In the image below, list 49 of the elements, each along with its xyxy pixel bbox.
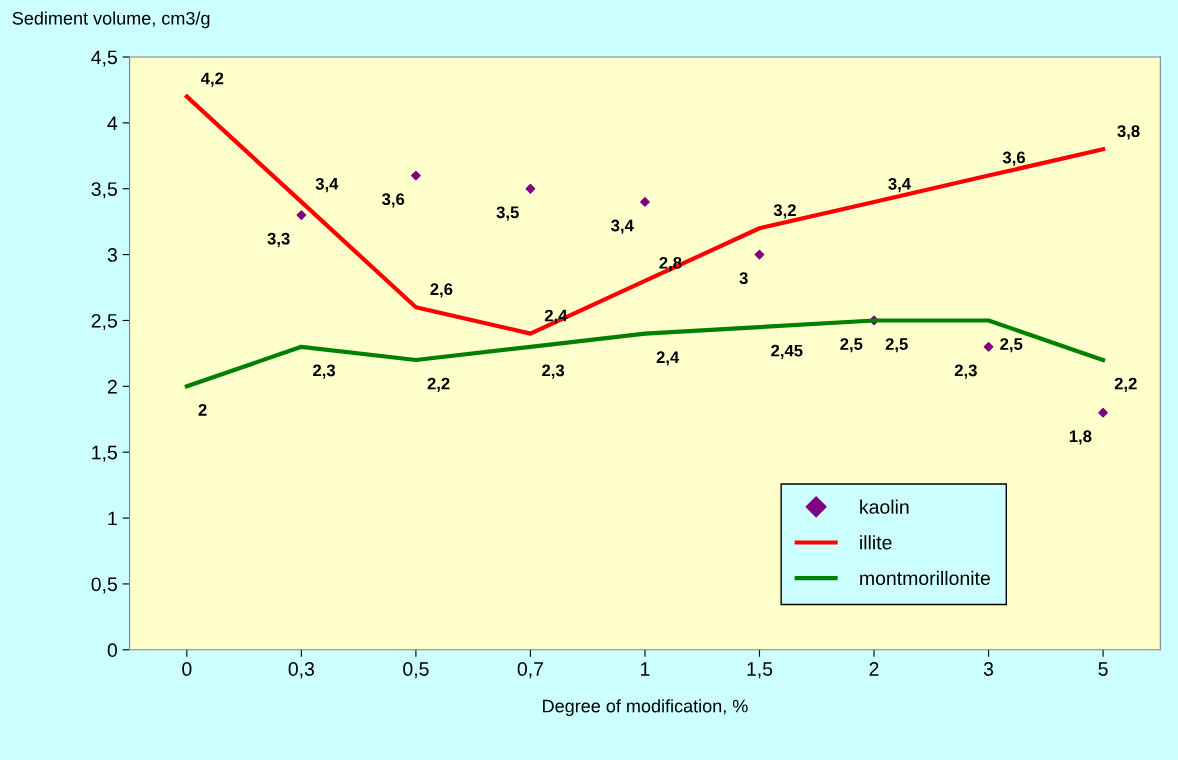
legend-label: kaolin xyxy=(860,499,909,514)
data-label: 2,45 xyxy=(771,344,803,359)
y-tick-label: 4 xyxy=(107,116,118,130)
x-tick-label: 2 xyxy=(869,662,879,676)
x-tick-label: 5 xyxy=(1098,662,1108,676)
data-label: 2,6 xyxy=(430,283,453,298)
data-label: 2,5 xyxy=(1000,338,1023,353)
legend-label: montmorillonite xyxy=(860,570,990,586)
data-label: 3,6 xyxy=(1002,151,1025,166)
data-label: 3 xyxy=(739,272,748,285)
legend-label: illite xyxy=(860,535,892,550)
y-tick-label: 1 xyxy=(108,511,117,526)
x-tick-label: 1 xyxy=(641,662,650,676)
data-label: 2,4 xyxy=(656,351,680,366)
data-label: 3,3 xyxy=(267,232,290,247)
y-tick-label: 3,5 xyxy=(91,182,117,199)
data-label: 3,6 xyxy=(382,193,405,208)
x-tick-label: 0,3 xyxy=(288,662,315,679)
data-label: 4,2 xyxy=(200,72,224,87)
x-tick-label: 0,5 xyxy=(403,662,429,679)
y-tick-label: 0,5 xyxy=(91,577,117,594)
y-axis-title: Sediment volume, cm3/g xyxy=(12,11,210,29)
data-label: 2,3 xyxy=(954,364,977,379)
data-label: 3,2 xyxy=(773,204,796,219)
data-label: 3,8 xyxy=(1117,125,1140,140)
data-label: 2,5 xyxy=(885,338,908,353)
y-tick-label: 2 xyxy=(107,379,117,394)
x-tick-label: 0,7 xyxy=(517,662,543,679)
x-tick-label: 1,5 xyxy=(747,662,773,679)
y-tick-label: 3 xyxy=(107,248,117,262)
data-label: 2,5 xyxy=(840,338,863,353)
data-label: 2 xyxy=(198,404,207,416)
data-label: 2,2 xyxy=(427,377,450,392)
data-label: 3,4 xyxy=(611,219,634,234)
y-tick-label: 4,5 xyxy=(91,50,117,67)
y-tick-label: 2,5 xyxy=(91,313,117,330)
data-label: 2,2 xyxy=(1114,377,1137,392)
data-label: 3,4 xyxy=(888,177,911,193)
x-axis-title: Degree of modification, % xyxy=(543,699,748,717)
x-tick-label: 0 xyxy=(182,662,192,676)
x-tick-label: 3 xyxy=(983,662,994,676)
data-label: 1,8 xyxy=(1069,430,1092,445)
data-label: 3,5 xyxy=(496,206,519,221)
y-tick-label: 0 xyxy=(107,643,118,658)
data-label: 2,3 xyxy=(313,364,336,379)
y-tick-label: 1,5 xyxy=(92,445,117,462)
data-label: 2,8 xyxy=(659,256,682,272)
data-label: 2,3 xyxy=(542,364,565,379)
data-label: 3,4 xyxy=(315,177,339,193)
